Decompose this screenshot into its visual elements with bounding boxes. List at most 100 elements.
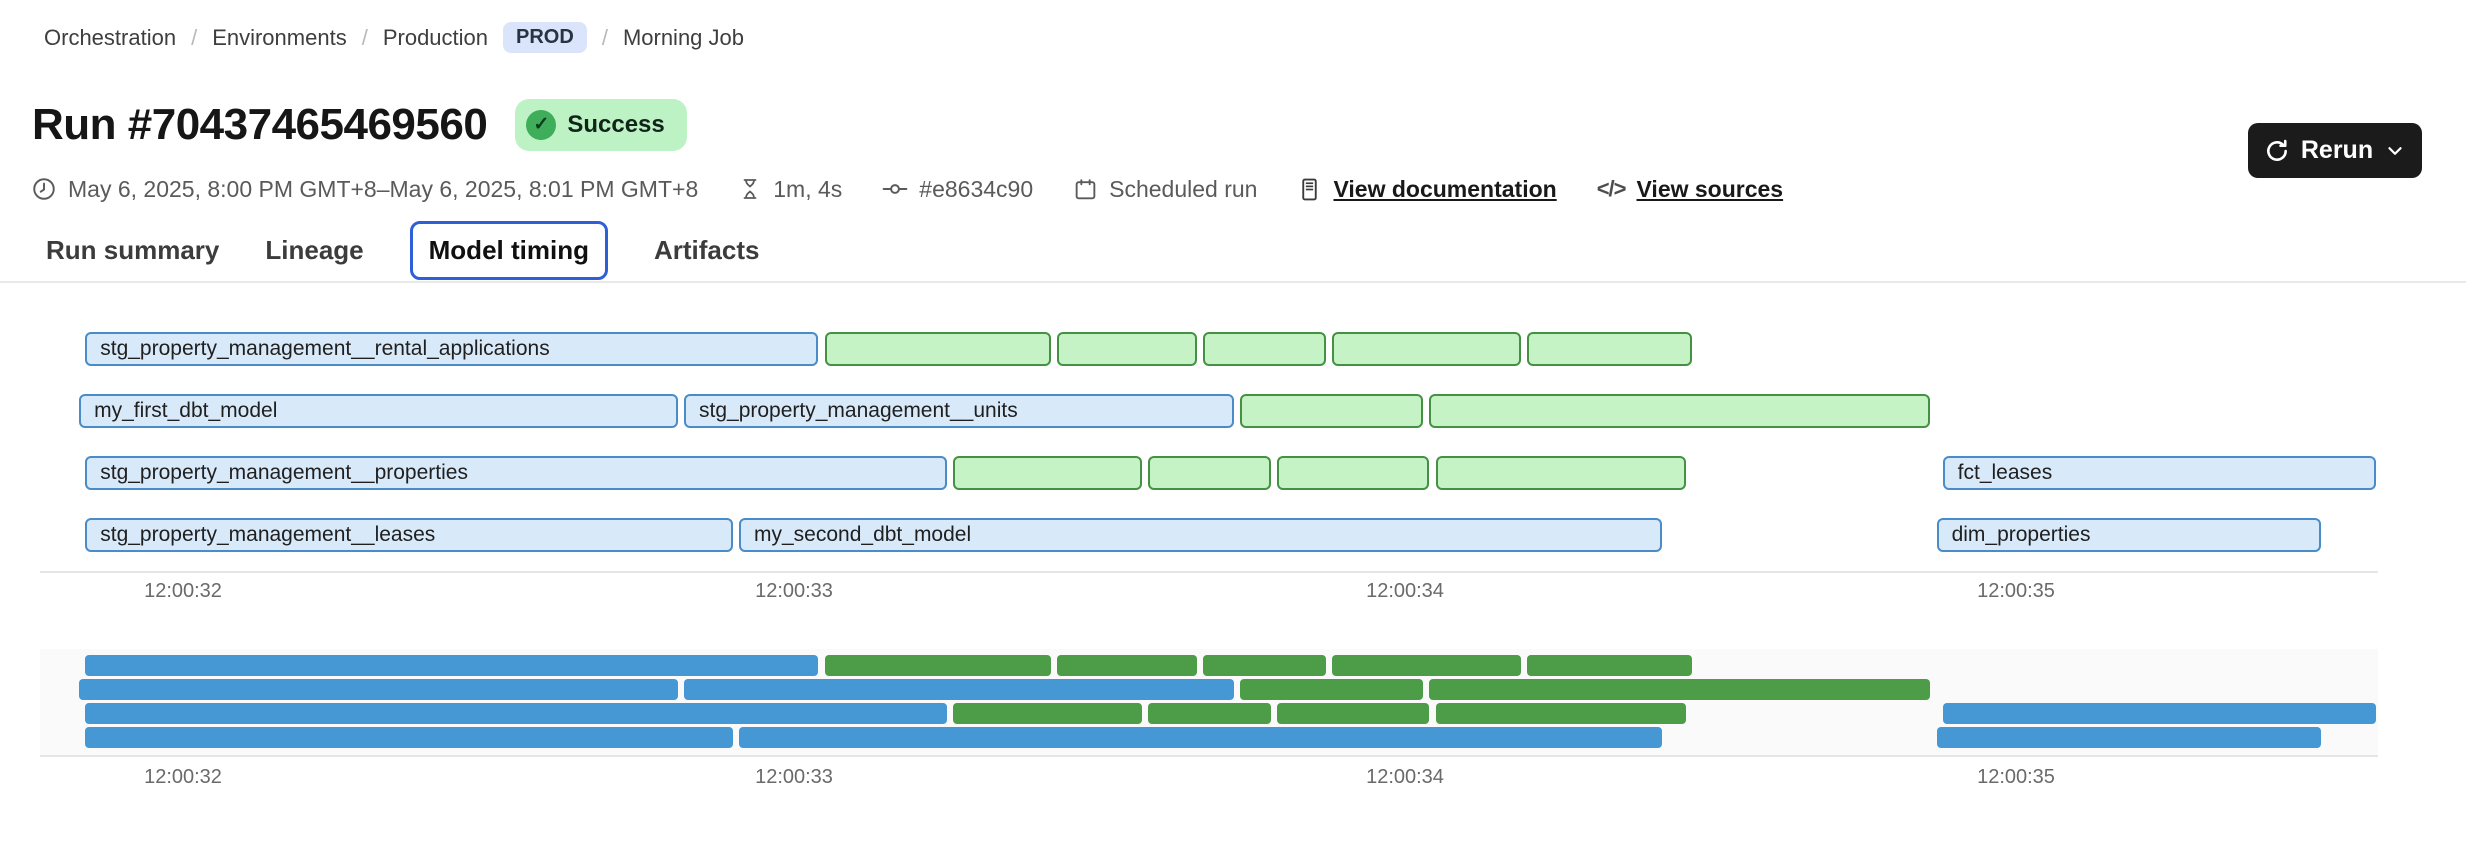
model-name-label: stg_property_management__leases [100,523,436,546]
code-icon: </> [1596,176,1627,201]
view-sources-link[interactable]: View sources [1636,175,1784,202]
breadcrumb-environments[interactable]: Environments [212,24,347,50]
minimap-bar [1331,655,1522,676]
calendar-icon [1073,177,1098,202]
tab-model-timing[interactable]: Model timing [409,221,608,280]
status-label: Success [567,110,665,138]
minimap-bar [1527,655,1693,676]
minimap-bar [1276,703,1430,724]
breadcrumb-orchestration[interactable]: Orchestration [44,24,177,50]
commit-hash: #e8634c90 [882,176,1033,203]
trigger-type: Scheduled run [1073,176,1257,203]
minimap-bar [85,703,947,724]
minimap-bar [1942,703,2377,724]
rerun-label: Rerun [2300,136,2374,164]
minimap-bar [1203,655,1326,676]
gantt-bar[interactable]: stg_property_management__properties [85,456,947,490]
run-metadata: May 6, 2025, 8:00 PM GMT+8–May 6, 2025, … [31,174,1783,204]
minimap-bar [1240,679,1424,700]
time-range-text: May 6, 2025, 8:00 PM GMT+8–May 6, 2025, … [68,175,699,202]
time-axis-tick: 12:00:35 [1977,580,2055,602]
gantt-bar[interactable] [1331,332,1522,366]
trigger-text: Scheduled run [1109,175,1258,202]
clock-icon [31,176,57,202]
commit-hash-text: #e8634c90 [919,175,1034,202]
gantt-bar[interactable]: stg_property_management__rental_applicat… [85,332,819,366]
git-commit-icon [882,176,908,202]
refresh-icon [2264,138,2290,164]
tab-artifacts[interactable]: Artifacts [653,235,760,265]
gantt-bar[interactable]: stg_property_management__leases [85,518,733,552]
chart-axis-line [40,571,2378,573]
breadcrumb: Orchestration / Environments / Productio… [44,22,744,53]
document-icon [1297,177,1322,202]
time-axis-tick: 12:00:32 [144,580,222,602]
status-badge: ✓ Success [515,98,687,151]
title-row: Run #70437465469560 ✓ Success [32,97,687,152]
gantt-bar[interactable] [1429,394,1931,428]
gantt-bar[interactable]: stg_property_management__units [684,394,1234,428]
gantt-bar[interactable] [1276,456,1430,490]
page-title: Run #70437465469560 [32,99,488,149]
time-axis-tick: 12:00:35 [1977,766,2055,788]
view-sources: </> View sources [1597,176,1783,203]
minimap-bar [1148,703,1271,724]
time-axis-tick: 12:00:33 [755,580,833,602]
breadcrumb-morning-job[interactable]: Morning Job [622,24,745,50]
gantt-bar[interactable]: my_second_dbt_model [739,518,1662,552]
minimap-bar [824,655,1051,676]
gantt-bar[interactable] [1148,456,1271,490]
minimap-bar [739,727,1662,748]
environment-badge: PROD [503,22,587,53]
minimap-bar [85,727,733,748]
minimap-bar [1429,679,1931,700]
rerun-button[interactable]: Rerun [2248,123,2422,178]
gantt-bar[interactable]: dim_properties [1936,518,2322,552]
tab-run-summary[interactable]: Run summary [46,235,220,265]
gantt-bar[interactable] [1056,332,1198,366]
minimap-bar [1936,727,2322,748]
success-check-icon: ✓ [526,109,557,140]
hourglass-icon [738,177,762,201]
time-axis-tick: 12:00:34 [1366,766,1444,788]
run-duration: 1m, 4s [738,176,842,203]
minimap-axis-line [40,755,2378,757]
minimap-bar [85,655,819,676]
gantt-bar[interactable] [1240,394,1424,428]
gantt-bar[interactable] [1435,456,1687,490]
breadcrumb-separator: / [361,24,368,50]
gantt-bar[interactable] [824,332,1051,366]
minimap-bar [79,679,678,700]
tab-lineage[interactable]: Lineage [265,235,364,265]
model-name-label: my_second_dbt_model [754,523,972,546]
model-name-label: stg_property_management__units [699,399,1018,422]
breadcrumb-separator: / [191,24,198,50]
minimap-bar [1435,703,1687,724]
time-axis-tick: 12:00:32 [144,766,222,788]
gantt-bar[interactable]: my_first_dbt_model [79,394,678,428]
model-name-label: stg_property_management__properties [100,461,468,484]
breadcrumb-separator: / [601,24,608,50]
tab-bar: Run summary Lineage Model timing Artifac… [46,220,759,281]
chevron-down-icon[interactable] [2384,140,2406,162]
gantt-bar[interactable] [1527,332,1693,366]
time-axis-tick: 12:00:33 [755,766,833,788]
view-documentation: View documentation [1297,175,1557,203]
duration-text: 1m, 4s [773,175,843,202]
tabbar-divider [0,281,2466,283]
minimap-bar [684,679,1234,700]
model-name-label: my_first_dbt_model [94,399,278,422]
gantt-bar[interactable] [1203,332,1326,366]
model-name-label: fct_leases [1957,461,2053,484]
model-name-label: dim_properties [1951,523,2091,546]
gantt-bar[interactable]: fct_leases [1942,456,2377,490]
model-name-label: stg_property_management__rental_applicat… [100,337,550,360]
time-axis-tick: 12:00:34 [1366,580,1444,602]
run-time-range: May 6, 2025, 8:00 PM GMT+8–May 6, 2025, … [31,176,698,203]
view-documentation-link[interactable]: View documentation [1333,175,1557,202]
gantt-bar[interactable] [952,456,1143,490]
minimap-bar [1056,655,1198,676]
breadcrumb-production[interactable]: Production [382,24,489,50]
